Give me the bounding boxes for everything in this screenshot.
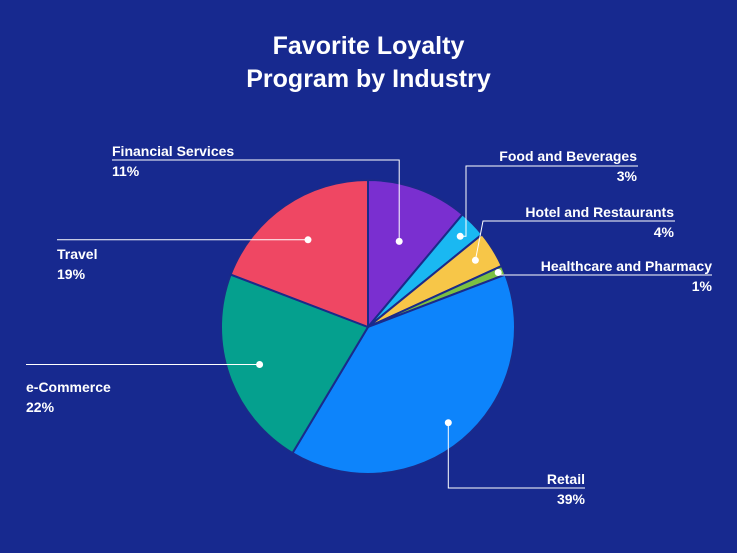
label-travel-value: 19% xyxy=(57,266,86,282)
leader-dot-financial-services xyxy=(395,237,403,245)
label-healthcare-pharmacy-name: Healthcare and Pharmacy xyxy=(540,258,712,274)
leader-dot-travel xyxy=(304,236,312,244)
pie-slice-e-commerce xyxy=(220,273,369,455)
chart-title-line-1: Favorite Loyalty xyxy=(272,32,465,60)
leader-dot-retail xyxy=(444,419,452,427)
label-ecommerce-value: 22% xyxy=(26,399,55,415)
pie-slice-financial-services xyxy=(367,179,464,328)
label-food-beverages-name: Food and Beverages xyxy=(499,148,637,164)
leader-dot-food-and-beverages xyxy=(456,232,464,240)
label-financial-services-value: 11% xyxy=(112,163,140,179)
label-financial-services: Financial Services 11% xyxy=(112,141,234,181)
leader-dot-e-commerce xyxy=(256,361,264,368)
label-financial-services-name: Financial Services xyxy=(112,143,235,159)
pie-slice-retail xyxy=(291,273,516,475)
label-ecommerce-name: e-Commerce xyxy=(26,379,111,395)
leader-dot-healthcare-and-pharmacy xyxy=(494,269,502,276)
label-retail: Retail 39% xyxy=(547,469,585,509)
label-healthcare-pharmacy: Healthcare and Pharmacy 1% xyxy=(541,256,712,296)
leader-dot-hotel-and-restaurants xyxy=(471,256,479,264)
label-food-beverages-value: 3% xyxy=(616,168,637,184)
label-hotel-restaurants: Hotel and Restaurants 4% xyxy=(525,202,674,242)
chart-title: Favorite Loyalty Program by Industry xyxy=(0,30,737,96)
label-retail-name: Retail xyxy=(546,471,585,487)
label-travel-name: Travel xyxy=(57,246,98,262)
label-hotel-restaurants-name: Hotel and Restaurants xyxy=(525,204,674,220)
label-travel: Travel 19% xyxy=(57,244,97,284)
leader-line-hotel-and-restaurants xyxy=(474,220,675,261)
chart-title-line-2: Program by Industry xyxy=(246,65,491,93)
label-ecommerce: e-Commerce 22% xyxy=(26,377,111,417)
pie-slice-travel xyxy=(229,179,369,328)
label-food-beverages: Food and Beverages 3% xyxy=(499,146,637,186)
label-hotel-restaurants-value: 4% xyxy=(653,224,674,240)
leader-line-financial-services xyxy=(112,159,400,242)
label-retail-value: 39% xyxy=(556,491,585,507)
label-healthcare-pharmacy-value: 1% xyxy=(691,278,712,294)
leader-line-retail xyxy=(447,422,585,489)
